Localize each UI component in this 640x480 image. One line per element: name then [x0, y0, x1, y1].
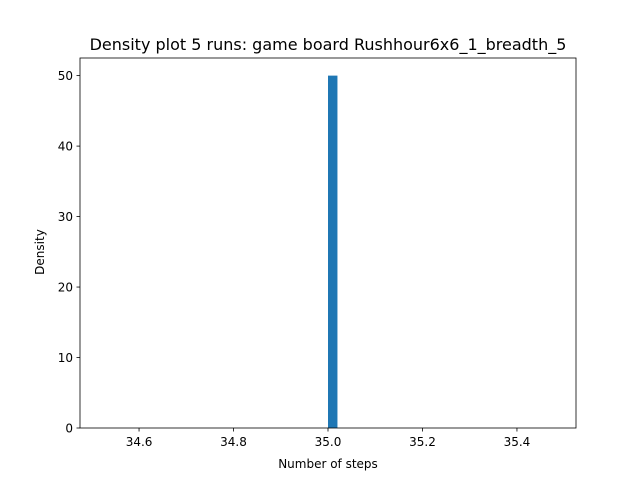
x-tick-label: 35.0	[315, 435, 342, 449]
x-tick-label: 35.2	[409, 435, 436, 449]
x-tick-label: 34.6	[126, 435, 153, 449]
y-tick-label: 30	[58, 210, 73, 224]
x-tick-label: 35.4	[504, 435, 531, 449]
y-tick-label: 50	[58, 69, 73, 83]
histogram-bar-0	[328, 75, 338, 428]
y-axis-label: Density	[33, 229, 47, 275]
y-tick-label: 10	[58, 351, 73, 365]
plot-area: 34.6 34.8 35.0 35.2 35.4 0 10 20 30 40 50	[58, 57, 577, 449]
y-tick-label: 0	[65, 422, 73, 436]
x-tick-label: 34.8	[220, 435, 247, 449]
y-tick-label: 20	[58, 281, 73, 295]
chart-title: Density plot 5 runs: game board Rushhour…	[90, 35, 567, 55]
y-tick-label: 40	[58, 140, 73, 154]
x-axis-label: Number of steps	[278, 457, 378, 471]
